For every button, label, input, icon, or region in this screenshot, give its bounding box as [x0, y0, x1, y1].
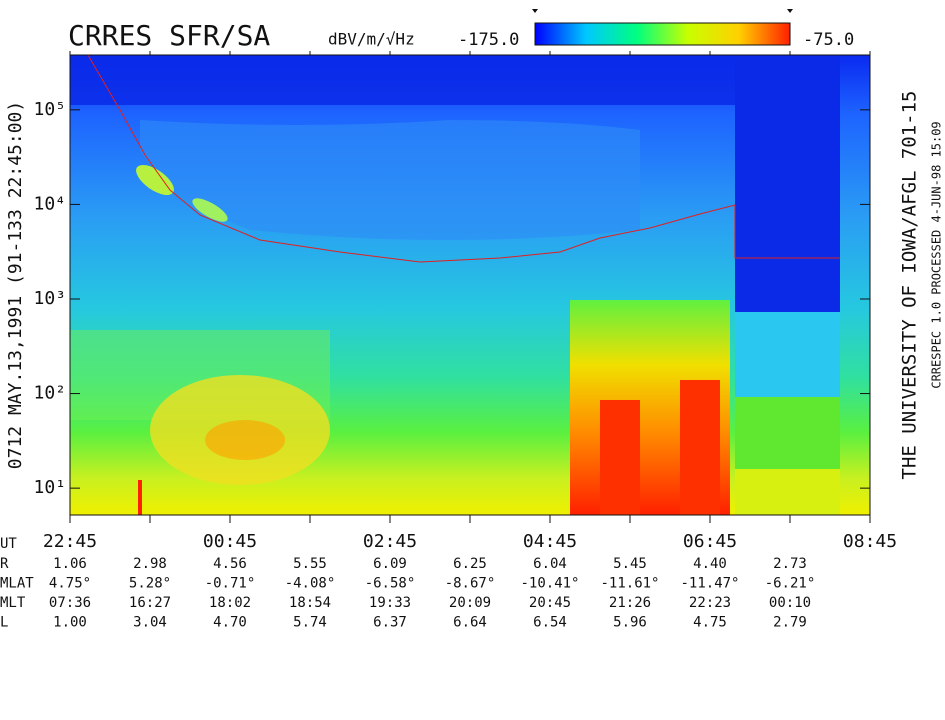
ephemeris-value: 6.09	[373, 556, 407, 572]
ephemeris-value: -6.21°	[765, 576, 816, 592]
ephemeris-value: 6.64	[453, 615, 487, 631]
ephemeris-value: -4.08°	[285, 576, 336, 592]
ephemeris-value: -8.67°	[445, 576, 496, 592]
ephemeris-value: 2.73	[773, 556, 807, 572]
y-tick-label: 10²	[33, 383, 66, 404]
ephemeris-value: 3.04	[133, 615, 167, 631]
ephemeris-value: 4.40	[693, 556, 727, 572]
x-tick-label: 00:45	[203, 531, 257, 552]
ephemeris-value: 5.74	[293, 615, 327, 631]
x-tick-label: 02:45	[363, 531, 417, 552]
y-tick-label: 10⁴	[33, 193, 66, 214]
ephemeris-value: -11.47°	[680, 576, 739, 592]
colorbar-min: -175.0	[458, 30, 519, 50]
ephemeris-value: -10.41°	[520, 576, 579, 592]
ephemeris-value: 20:09	[449, 595, 491, 611]
ephemeris-value: -6.58°	[365, 576, 416, 592]
ephemeris-value: 6.25	[453, 556, 487, 572]
ephemeris-value: 5.45	[613, 556, 647, 572]
ephemeris-label: L	[0, 615, 8, 631]
ephemeris-value: 4.75	[693, 615, 727, 631]
ephemeris-value: 22:23	[689, 595, 731, 611]
ephemeris-value: 4.56	[213, 556, 247, 572]
right-label: THE UNIVERSITY OF IOWA/AFGL 701-15	[899, 91, 921, 480]
colorbar	[534, 22, 791, 46]
x-tick-label: 06:45	[683, 531, 737, 552]
chart-title: CRRES SFR/SA	[68, 19, 270, 52]
ephemeris-value: 4.75°	[49, 576, 91, 592]
ephemeris-label: MLT	[0, 595, 26, 611]
colorbar-markers	[532, 9, 793, 13]
ephemeris-value: 2.79	[773, 615, 807, 631]
x-tick-label: 04:45	[523, 531, 577, 552]
ephemeris-value: 19:33	[369, 595, 411, 611]
x-tick-label: 22:45	[43, 531, 97, 552]
spectrogram	[70, 55, 870, 515]
ephemeris-value: 5.96	[613, 615, 647, 631]
ephemeris-value: 20:45	[529, 595, 571, 611]
x-tick-label: 08:45	[843, 531, 897, 552]
ephemeris-value: 18:02	[209, 595, 251, 611]
left-label: 0712 MAY.13,1991 (91-133 22:45:00)	[5, 101, 26, 469]
ephemeris-value: 6.54	[533, 615, 567, 631]
ephemeris-value: 4.70	[213, 615, 247, 631]
colorbar-max: -75.0	[803, 30, 854, 50]
y-tick-label: 10³	[33, 288, 66, 309]
y-tick-label: 10⁵	[33, 99, 66, 120]
ephemeris-value: 18:54	[289, 595, 331, 611]
ephemeris-value: 1.06	[53, 556, 87, 572]
ephemeris-value: 1.00	[53, 615, 87, 631]
ephemeris-label: R	[0, 556, 9, 572]
ephemeris-value: 5.55	[293, 556, 327, 572]
y-tick-label: 10¹	[33, 477, 66, 498]
right-note: CRRESPEC 1.0 PROCESSED 4-JUN-98 15:09	[930, 121, 944, 388]
x-axis-label: UT	[0, 536, 17, 552]
ephemeris-value: -11.61°	[600, 576, 659, 592]
ephemeris-value: 00:10	[769, 595, 811, 611]
ephemeris-value: -0.71°	[205, 576, 256, 592]
ephemeris-value: 6.37	[373, 615, 407, 631]
ephemeris-value: 16:27	[129, 595, 171, 611]
ephemeris-value: 21:26	[609, 595, 651, 611]
ephemeris-value: 5.28°	[129, 576, 171, 592]
ephemeris-value: 2.98	[133, 556, 167, 572]
ephemeris-value: 07:36	[49, 595, 91, 611]
ephemeris-value: 6.04	[533, 556, 567, 572]
ephemeris-label: MLAT	[0, 576, 34, 592]
colorbar-label: dBV/m/√Hz	[328, 30, 415, 49]
